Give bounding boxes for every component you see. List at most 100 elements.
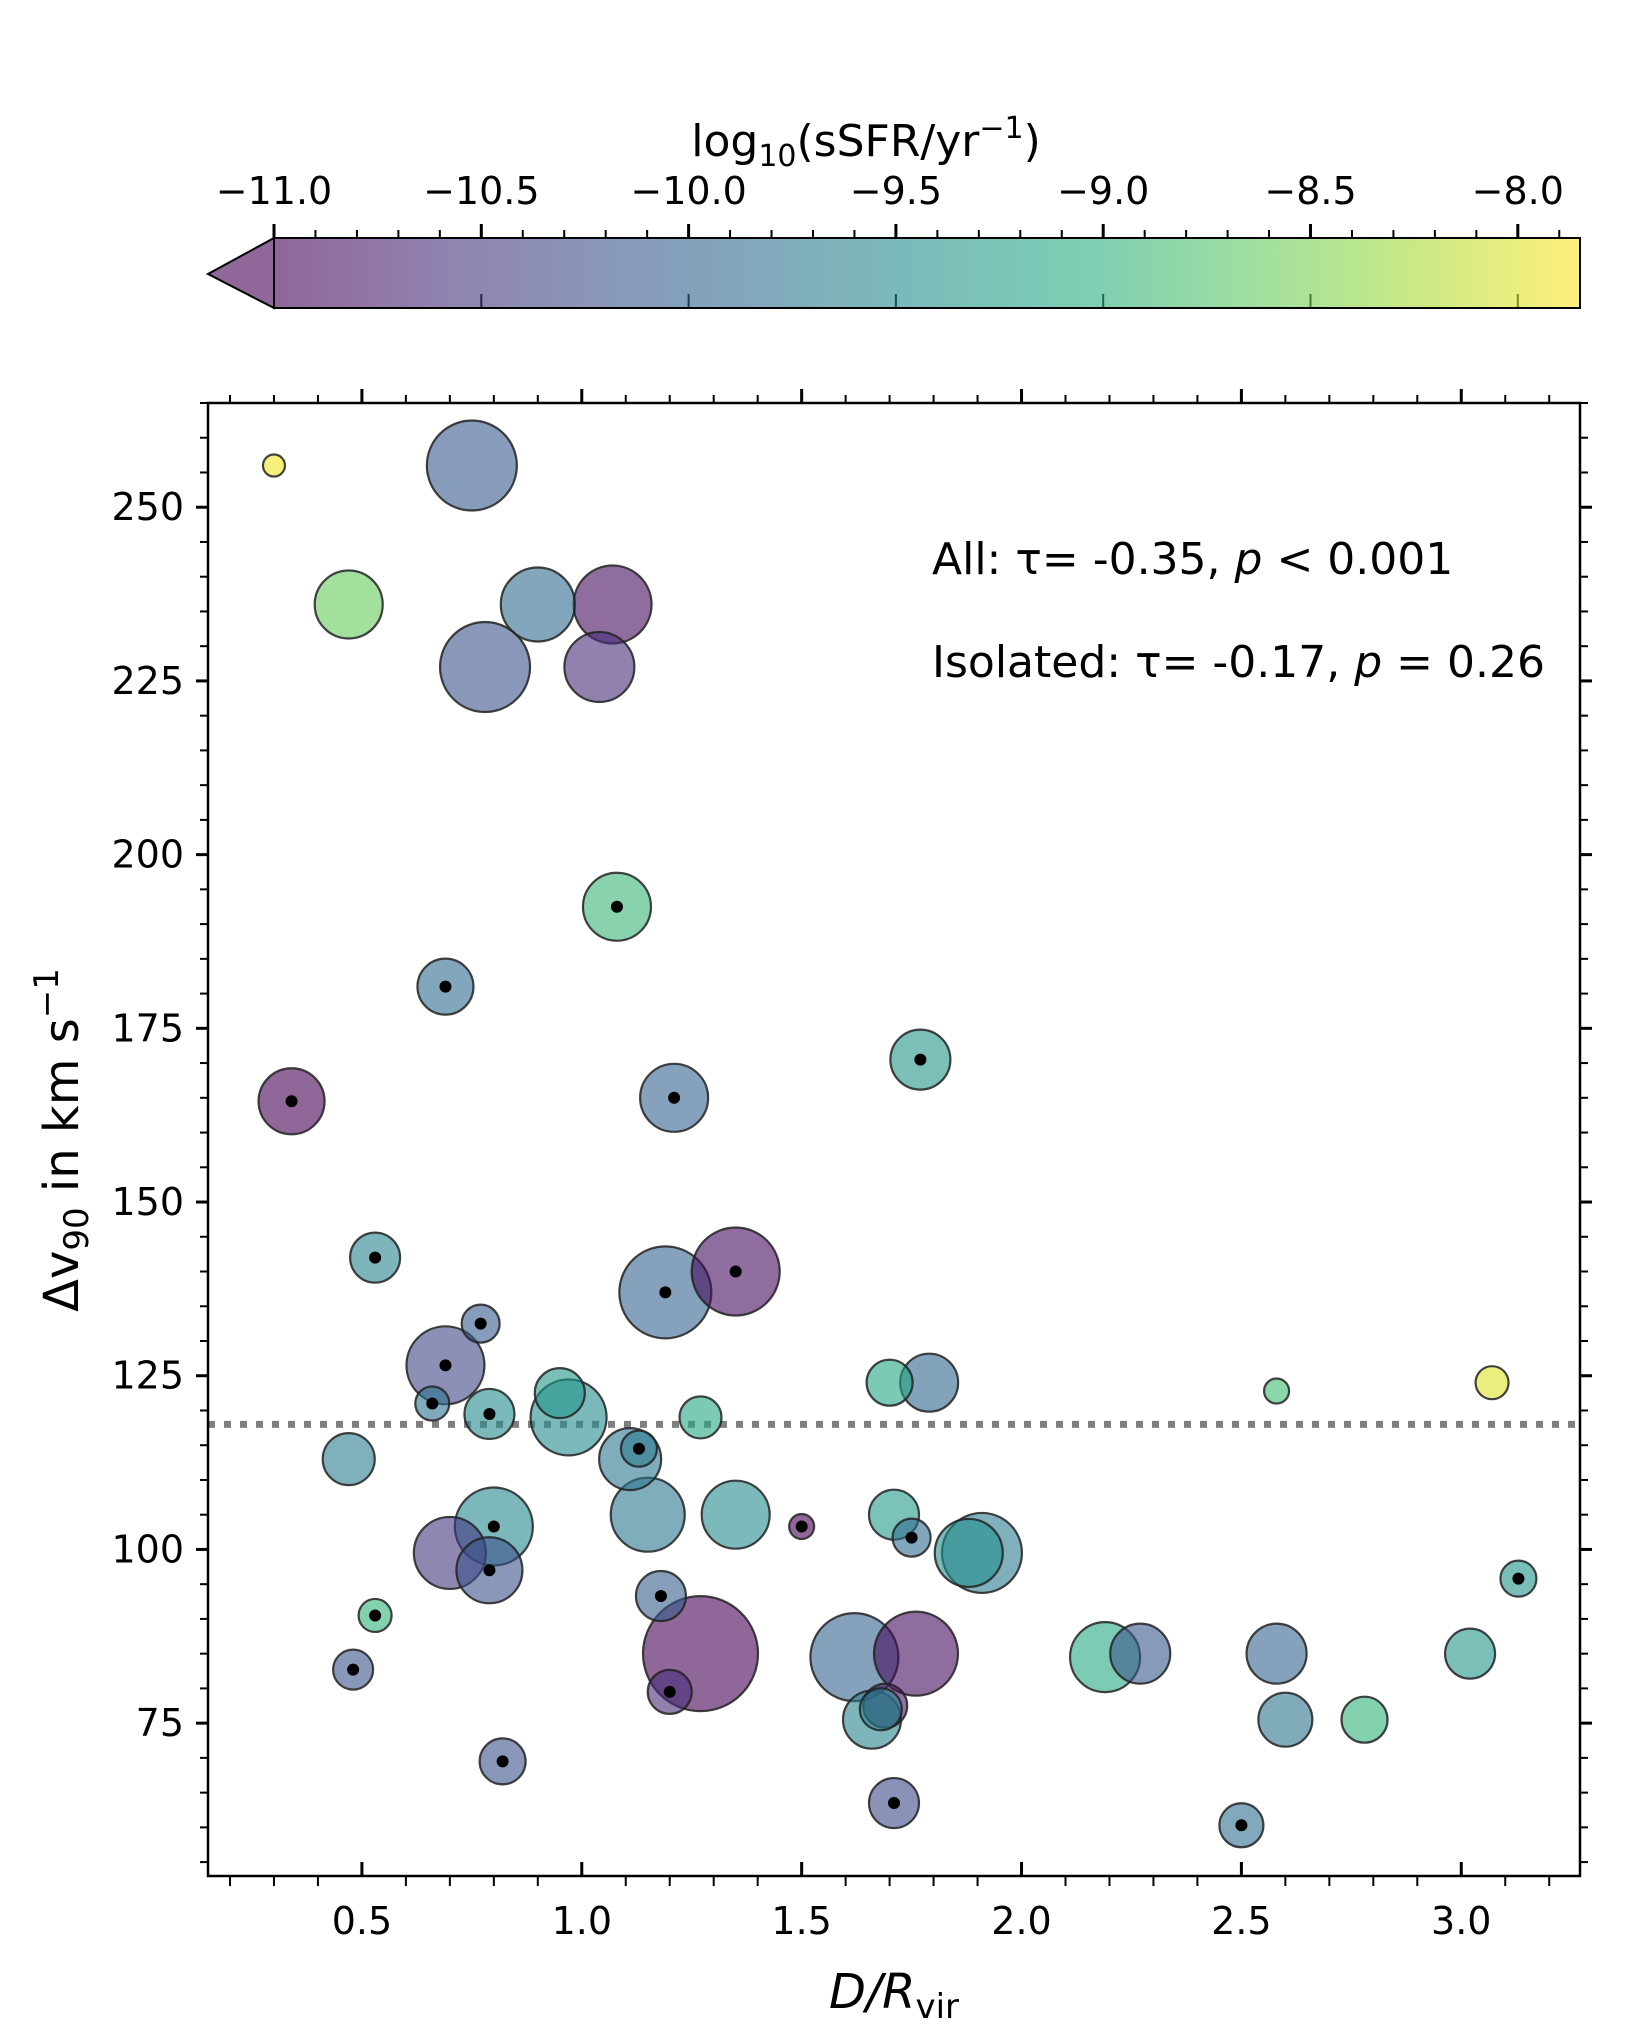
- y-tick-label: 150: [111, 1180, 184, 1224]
- y-tick-label: 100: [111, 1527, 184, 1571]
- data-point: [1262, 1377, 1291, 1405]
- colorbar-extend-min: [205, 236, 275, 310]
- isolated-marker: [426, 1397, 439, 1410]
- annotation-isolated-p: p: [1353, 637, 1382, 688]
- x-tick-label: 0.5: [332, 1899, 392, 1943]
- annotation-isolated-label: Isolated:: [932, 637, 1135, 688]
- colorbar-label-sup: −1: [979, 111, 1023, 146]
- colorbar-label-prefix: log: [691, 116, 758, 167]
- data-point: [1257, 1691, 1314, 1748]
- isolated-marker: [654, 1589, 667, 1602]
- colorbar-gradient: [273, 237, 1581, 309]
- data-point: [313, 569, 384, 640]
- colorbar: log10(sSFR/yr−1) −11.0 −10.5 −10.0 −9.5 −9.0…: [205, 111, 1581, 310]
- isolated-marker: [369, 1251, 382, 1264]
- data-point: [321, 1432, 376, 1487]
- data-point: [499, 566, 576, 643]
- isolated-marker: [487, 1520, 500, 1533]
- annotation-all-label: All:: [932, 534, 1015, 585]
- isolated-marker: [474, 1317, 487, 1330]
- data-point: [1474, 1365, 1510, 1401]
- isolated-marker: [659, 1286, 672, 1299]
- data-point: [261, 453, 287, 478]
- data-point: [1109, 1622, 1172, 1685]
- x-tick-label: 3.0: [1431, 1899, 1491, 1943]
- isolated-marker: [439, 1359, 452, 1372]
- plot-area: 0.5 1.0 1.5 2.0 2.5 3.0 75 100 125 150 175 200 225 2…: [111, 389, 1592, 1943]
- isolated-marker: [632, 1442, 645, 1455]
- data-point: [858, 1687, 903, 1732]
- isolated-marker: [1512, 1572, 1525, 1585]
- y-tick-label: 225: [111, 659, 184, 703]
- isolated-marker: [483, 1564, 496, 1577]
- x-tick-label: 2.0: [991, 1899, 1051, 1943]
- data-point: [572, 564, 653, 645]
- y-axis-label-main: Δv: [34, 1251, 90, 1312]
- colorbar-tick-label: −8.5: [1264, 169, 1356, 213]
- isolated-marker: [905, 1531, 918, 1544]
- isolated-marker: [729, 1265, 742, 1278]
- x-tick-label: 2.5: [1211, 1899, 1271, 1943]
- y-tick-label: 125: [111, 1354, 184, 1398]
- isolated-marker: [496, 1755, 509, 1768]
- isolated-marker: [439, 980, 452, 993]
- annotation-isolated: Isolated: τ= -0.17, p = 0.26: [932, 637, 1545, 688]
- x-axis-label-sub: vir: [915, 1987, 959, 2027]
- y-tick-label: 250: [111, 485, 184, 529]
- y-tick-label: 75: [136, 1701, 184, 1745]
- data-point: [1443, 1627, 1497, 1680]
- data-point: [933, 1517, 1004, 1589]
- isolated-marker: [483, 1407, 496, 1420]
- y-tick-label: 200: [111, 833, 184, 877]
- y-axis-ticks: 75 100 125 150 175 200 225 250: [111, 402, 1592, 1864]
- colorbar-label-sub: 10: [758, 139, 796, 174]
- data-point: [872, 1610, 960, 1697]
- colorbar-ticks: −11.0 −10.5 −10.0 −9.5 −9.0 −8.5 −8.0: [216, 169, 1564, 308]
- data-point: [563, 630, 636, 704]
- isolated-marker: [795, 1520, 808, 1533]
- data-point: [533, 1367, 586, 1420]
- plot-frame: [206, 401, 1582, 1878]
- isolated-marker: [1235, 1819, 1248, 1832]
- data-point: [678, 1395, 723, 1440]
- colorbar-label: log10(sSFR/yr−1): [691, 111, 1041, 174]
- annotation-all-tau: τ= -0.35,: [1015, 534, 1234, 585]
- annotation-all-rest: < 0.001: [1262, 534, 1453, 585]
- isolated-marker: [888, 1797, 900, 1810]
- isolated-marker: [610, 900, 623, 913]
- isolated-marker: [285, 1095, 298, 1108]
- data-point: [1340, 1695, 1389, 1744]
- annotation-all: All: τ= -0.35, p < 0.001: [932, 534, 1453, 585]
- colorbar-tick-label: −10.0: [630, 169, 746, 213]
- isolated-marker: [914, 1053, 927, 1066]
- colorbar-label-end: ): [1024, 116, 1041, 167]
- annotation-isolated-tau: τ= -0.17,: [1135, 637, 1354, 688]
- isolated-marker: [369, 1609, 382, 1622]
- colorbar-tick-label: −9.5: [850, 169, 942, 213]
- y-axis-label-sup: −1: [27, 968, 67, 1018]
- data-point: [865, 1358, 914, 1407]
- y-axis-label-sub: 90: [57, 1207, 97, 1250]
- isolated-marker: [663, 1685, 676, 1698]
- colorbar-tick-label: −9.0: [1057, 169, 1149, 213]
- data-points: [257, 419, 1538, 1849]
- annotation-all-p: p: [1234, 534, 1263, 585]
- x-axis-label: D/Rvir: [829, 1964, 959, 2027]
- data-point: [700, 1479, 771, 1550]
- x-tick-label: 1.0: [552, 1899, 612, 1943]
- data-point: [438, 620, 532, 714]
- colorbar-label-mid: (sSFR/yr: [797, 116, 981, 167]
- colorbar-tick-label: −11.0: [216, 169, 332, 213]
- annotation-isolated-rest: = 0.26: [1382, 637, 1545, 688]
- x-axis-label-main: D/R: [829, 1964, 915, 2020]
- y-axis-label-rest: in km s: [34, 1018, 90, 1207]
- y-tick-label: 175: [111, 1006, 184, 1050]
- isolated-marker: [347, 1663, 360, 1676]
- x-axis-ticks: 0.5 1.0 1.5 2.0 2.5 3.0: [228, 389, 1551, 1943]
- isolated-marker: [668, 1091, 681, 1104]
- data-point: [425, 419, 518, 512]
- colorbar-tick-label: −8.0: [1472, 169, 1564, 213]
- x-tick-label: 1.5: [771, 1899, 831, 1943]
- data-point: [1245, 1622, 1308, 1685]
